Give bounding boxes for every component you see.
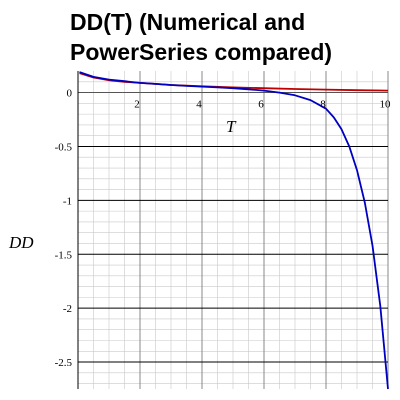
tick-labels: 2 4 6 8 10 0 -0.5 -1 -1.5 -2 -2.5 [55, 88, 391, 369]
major-gridlines [77, 71, 389, 389]
x-tick-label: 4 [196, 99, 202, 111]
y-tick-label: -2.5 [55, 357, 73, 369]
minor-gridlines [78, 71, 388, 389]
y-axis-label: DD [8, 233, 34, 252]
x-tick-label: 8 [320, 99, 326, 111]
x-tick-label: 6 [258, 99, 264, 111]
y-tick-label: -1 [63, 195, 72, 207]
chart-title-line-1: DD(T) (Numerical and [70, 9, 305, 35]
y-tick-label: -0.5 [55, 141, 73, 153]
series-line-2 [79, 71, 389, 390]
chart-title-line-2: PowerSeries compared) [70, 39, 332, 65]
y-tick-label: -2 [63, 303, 72, 315]
x-tick-label: 10 [380, 99, 392, 111]
x-axis-label: T [226, 117, 237, 136]
series-layer [79, 71, 389, 390]
y-tick-label: -1.5 [55, 249, 73, 261]
x-tick-label: 2 [134, 99, 140, 111]
y-tick-label: 0 [67, 88, 73, 100]
